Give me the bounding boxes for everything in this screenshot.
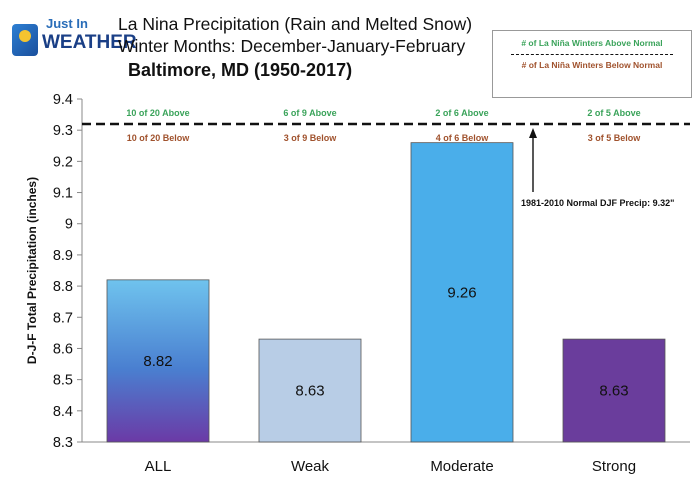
y-tick-label: 8.3 bbox=[53, 435, 73, 451]
y-axis-label: D-J-F Total Precipitation (inches) bbox=[25, 177, 39, 364]
y-tick-label: 8.7 bbox=[53, 310, 73, 326]
bar-all bbox=[106, 279, 210, 443]
x-category-label: Moderate bbox=[430, 458, 493, 475]
x-category-label: Strong bbox=[592, 458, 636, 475]
bar-strong bbox=[562, 338, 666, 443]
below-count-label: 3 of 5 Below bbox=[588, 133, 642, 143]
y-tick-label: 9.2 bbox=[53, 154, 73, 170]
chart-title: La Nina Precipitation (Rain and Melted S… bbox=[118, 14, 473, 34]
y-tick-label: 8.9 bbox=[53, 248, 73, 264]
y-tick-label: 9.3 bbox=[53, 123, 73, 139]
y-tick-label: 8.6 bbox=[53, 341, 73, 357]
above-count-label: 6 of 9 Above bbox=[283, 108, 336, 118]
bar-moderate bbox=[410, 142, 514, 443]
above-count-label: 2 of 6 Above bbox=[435, 108, 488, 118]
logo-text-top: Just In bbox=[46, 16, 88, 31]
x-category-label: ALL bbox=[145, 458, 172, 475]
phone-weather-icon bbox=[12, 24, 38, 56]
y-tick-label: 8.5 bbox=[53, 373, 73, 389]
y-tick-label: 9.1 bbox=[53, 186, 73, 202]
bar-value-label: 8.63 bbox=[599, 383, 628, 400]
bar-value-label: 8.82 bbox=[143, 353, 172, 370]
just-in-weather-logo: Just In WEATHER bbox=[6, 12, 137, 60]
legend-dashed-line bbox=[511, 54, 673, 55]
legend-above-label: # of La Niña Winters Above Normal bbox=[521, 38, 663, 48]
below-count-label: 3 of 9 Below bbox=[284, 133, 338, 143]
above-count-label: 10 of 20 Above bbox=[126, 108, 189, 118]
bar-weak bbox=[258, 338, 362, 443]
normal-annotation-label: 1981-2010 Normal DJF Precip: 9.32" bbox=[521, 198, 674, 208]
x-category-label: Weak bbox=[291, 458, 330, 475]
logo-text-bottom: WEATHER bbox=[42, 32, 137, 53]
below-count-label: 10 of 20 Below bbox=[127, 133, 191, 143]
bar-value-label: 8.63 bbox=[295, 383, 324, 400]
annotation-arrow-head-icon bbox=[529, 127, 537, 138]
legend-box: # of La Niña Winters Above Normal # of L… bbox=[492, 30, 692, 98]
y-tick-label: 8.8 bbox=[53, 279, 73, 295]
above-count-label: 2 of 5 Above bbox=[587, 108, 640, 118]
chart-location: Baltimore, MD (1950-2017) bbox=[128, 60, 353, 80]
bar-value-label: 9.26 bbox=[447, 284, 476, 301]
y-tick-label: 9 bbox=[65, 217, 73, 233]
legend-below-label: # of La Niña Winters Below Normal bbox=[521, 60, 663, 70]
y-tick-label: 9.4 bbox=[53, 92, 73, 108]
below-count-label: 4 of 6 Below bbox=[436, 133, 490, 143]
y-tick-label: 8.4 bbox=[53, 404, 73, 420]
chart-subtitle: Winter Months: December-January-February bbox=[118, 36, 466, 56]
